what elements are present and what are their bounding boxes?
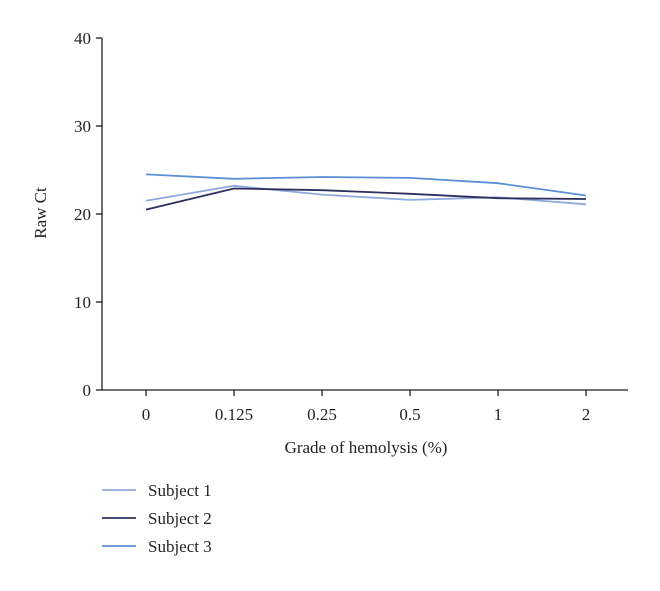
x-axis-ticks: 0 0.125 0.25 0.5 1 2 [142, 390, 591, 424]
x-tick-label: 2 [582, 405, 591, 424]
y-tick-label: 40 [74, 29, 91, 48]
y-tick-label: 10 [74, 293, 91, 312]
series-lines [145, 173, 587, 211]
legend: Subject 1 Subject 2 Subject 3 [102, 481, 212, 556]
x-tick-label: 0.125 [215, 405, 253, 424]
y-axis-ticks: 0 10 20 30 40 [74, 29, 102, 400]
y-tick-label: 30 [74, 117, 91, 136]
legend-label: Subject 1 [148, 481, 212, 500]
legend-label: Subject 3 [148, 537, 212, 556]
x-tick-label: 1 [494, 405, 503, 424]
x-tick-label: 0.5 [399, 405, 420, 424]
x-tick-label: 0 [142, 405, 151, 424]
y-tick-label: 20 [74, 205, 91, 224]
series-line-2 [145, 187, 587, 211]
y-tick-label: 0 [83, 381, 92, 400]
x-axis-label: Grade of hemolysis (%) [285, 438, 448, 457]
series-line-3 [145, 173, 587, 197]
legend-label: Subject 2 [148, 509, 212, 528]
axes [101, 38, 628, 391]
series-line-1 [145, 184, 587, 206]
y-axis-label: Raw Ct [31, 187, 50, 239]
x-tick-label: 0.25 [307, 405, 337, 424]
